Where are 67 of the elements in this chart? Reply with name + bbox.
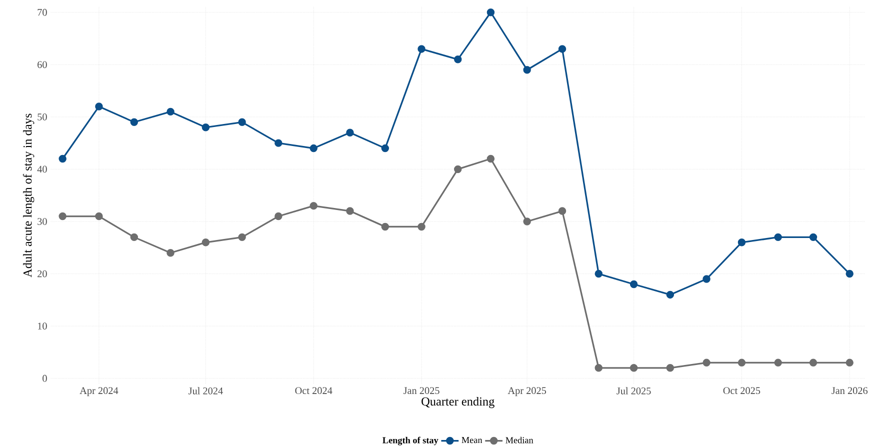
- point: [346, 207, 354, 216]
- y-tick-label: 60: [38, 61, 47, 68]
- point: [846, 358, 854, 367]
- point: [381, 144, 390, 152]
- point: [809, 233, 818, 242]
- point: [523, 218, 531, 226]
- y-tick-label: 50: [38, 114, 47, 121]
- point: [630, 364, 638, 372]
- point: [58, 155, 66, 163]
- point: [702, 358, 710, 367]
- y-tick-label: 10: [38, 322, 47, 330]
- point: [310, 202, 318, 210]
- point: [809, 358, 818, 367]
- y-tick-label: 70: [38, 9, 47, 16]
- point: [166, 108, 174, 116]
- point: [238, 233, 246, 242]
- point: [95, 212, 103, 220]
- point: [774, 233, 782, 242]
- x-tick-label: Jul 2025: [616, 387, 651, 394]
- point: [454, 166, 462, 174]
- point: [130, 233, 138, 242]
- point: [310, 144, 318, 152]
- y-tick-label: 20: [38, 270, 47, 278]
- point: [95, 102, 103, 110]
- x-tick-label: Apr 2024: [80, 387, 118, 396]
- x-tick-label: Jan 2026: [832, 387, 868, 394]
- point: [738, 238, 746, 246]
- point: [774, 358, 782, 367]
- x-tick-label: Oct 2024: [295, 387, 332, 394]
- point: [274, 212, 282, 220]
- y-tick-label: 0: [42, 375, 47, 382]
- point: [846, 270, 854, 278]
- point: [594, 364, 602, 372]
- point: [202, 124, 210, 132]
- point: [58, 212, 66, 220]
- point: [202, 238, 210, 246]
- legend-title: Length of stay: [382, 436, 438, 446]
- x-axis-title: Quarter ending: [422, 397, 494, 408]
- point: [523, 66, 531, 74]
- legend-label: Mean: [462, 437, 482, 444]
- point: [346, 128, 354, 137]
- point: [381, 223, 390, 231]
- y-axis-title: Adult acute length of stay in days: [22, 114, 34, 278]
- x-tick-label: Jul 2024: [188, 387, 223, 394]
- x-tick-label: Apr 2025: [508, 387, 546, 396]
- point: [418, 223, 426, 231]
- point: [738, 358, 746, 367]
- y-tick-label: 30: [38, 218, 47, 226]
- point: [558, 207, 566, 216]
- point: [486, 155, 495, 163]
- point: [454, 56, 462, 64]
- point: [130, 118, 138, 126]
- point: [702, 275, 710, 284]
- point: [594, 270, 602, 278]
- y-tick-label: 40: [37, 166, 47, 173]
- point: [418, 45, 426, 53]
- point: [274, 139, 282, 148]
- legend-label: Median: [506, 437, 534, 444]
- point: [166, 249, 174, 257]
- x-tick-label: Oct 2025: [723, 387, 760, 394]
- point: [558, 45, 566, 53]
- point: [486, 8, 495, 16]
- point: [666, 364, 674, 372]
- point: [630, 280, 638, 288]
- point: [238, 118, 246, 126]
- x-tick-label: Jan 2025: [403, 387, 440, 394]
- point: [666, 290, 674, 299]
